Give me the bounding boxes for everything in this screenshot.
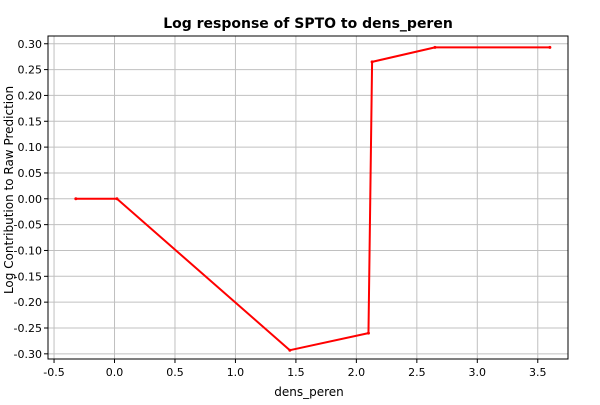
y-tick-label: 0.30 (18, 38, 43, 51)
axis-ticks: -0.5 0.0 0.5 1.0 1.5 2.0 2.5 3.0 3.5 0.30 0.25 0.20… (14, 35, 569, 379)
y-tick-label: 0.05 (18, 167, 43, 180)
x-tick-label: 1.0 (227, 366, 245, 379)
plot-border (47, 35, 569, 360)
data-point (366, 331, 370, 335)
y-tick-label: 0.00 (18, 193, 43, 206)
x-tick-label: 3.0 (469, 366, 487, 379)
x-tick-label: 1.5 (287, 366, 305, 379)
y-tick-label: 0.25 (18, 64, 43, 77)
y-tick-label: -0.05 (14, 219, 42, 232)
series-layer (74, 45, 552, 352)
y-tick-label: 0.15 (18, 115, 43, 128)
chart-title: Log response of SPTO to dens_peren (163, 16, 453, 32)
data-point (433, 45, 437, 49)
y-axis-label: Log Contribution to Raw Prediction (2, 86, 16, 294)
y-tick-label: -0.20 (14, 296, 42, 309)
y-tick-label: -0.15 (14, 270, 42, 283)
x-tick-label: 0.5 (166, 366, 184, 379)
x-tick-label: 2.5 (408, 366, 426, 379)
data-point (370, 60, 374, 64)
x-tick-label: 0.0 (106, 366, 124, 379)
y-tick-label: -0.30 (14, 348, 42, 361)
y-tick-label: 0.20 (18, 89, 43, 102)
y-tick-label: -0.25 (14, 322, 42, 335)
plot-area (47, 35, 569, 360)
x-axis-label: dens_peren (274, 385, 344, 399)
y-tick-label: 0.10 (18, 141, 43, 154)
grid (48, 36, 568, 359)
x-tick-label: 2.0 (348, 366, 366, 379)
x-tick-label: 3.5 (529, 366, 547, 379)
data-point (548, 45, 552, 49)
x-tick-label: -0.5 (43, 366, 64, 379)
data-point (74, 197, 78, 201)
y-tick-label: -0.10 (14, 244, 42, 257)
data-point (115, 197, 119, 201)
data-point (288, 348, 292, 352)
